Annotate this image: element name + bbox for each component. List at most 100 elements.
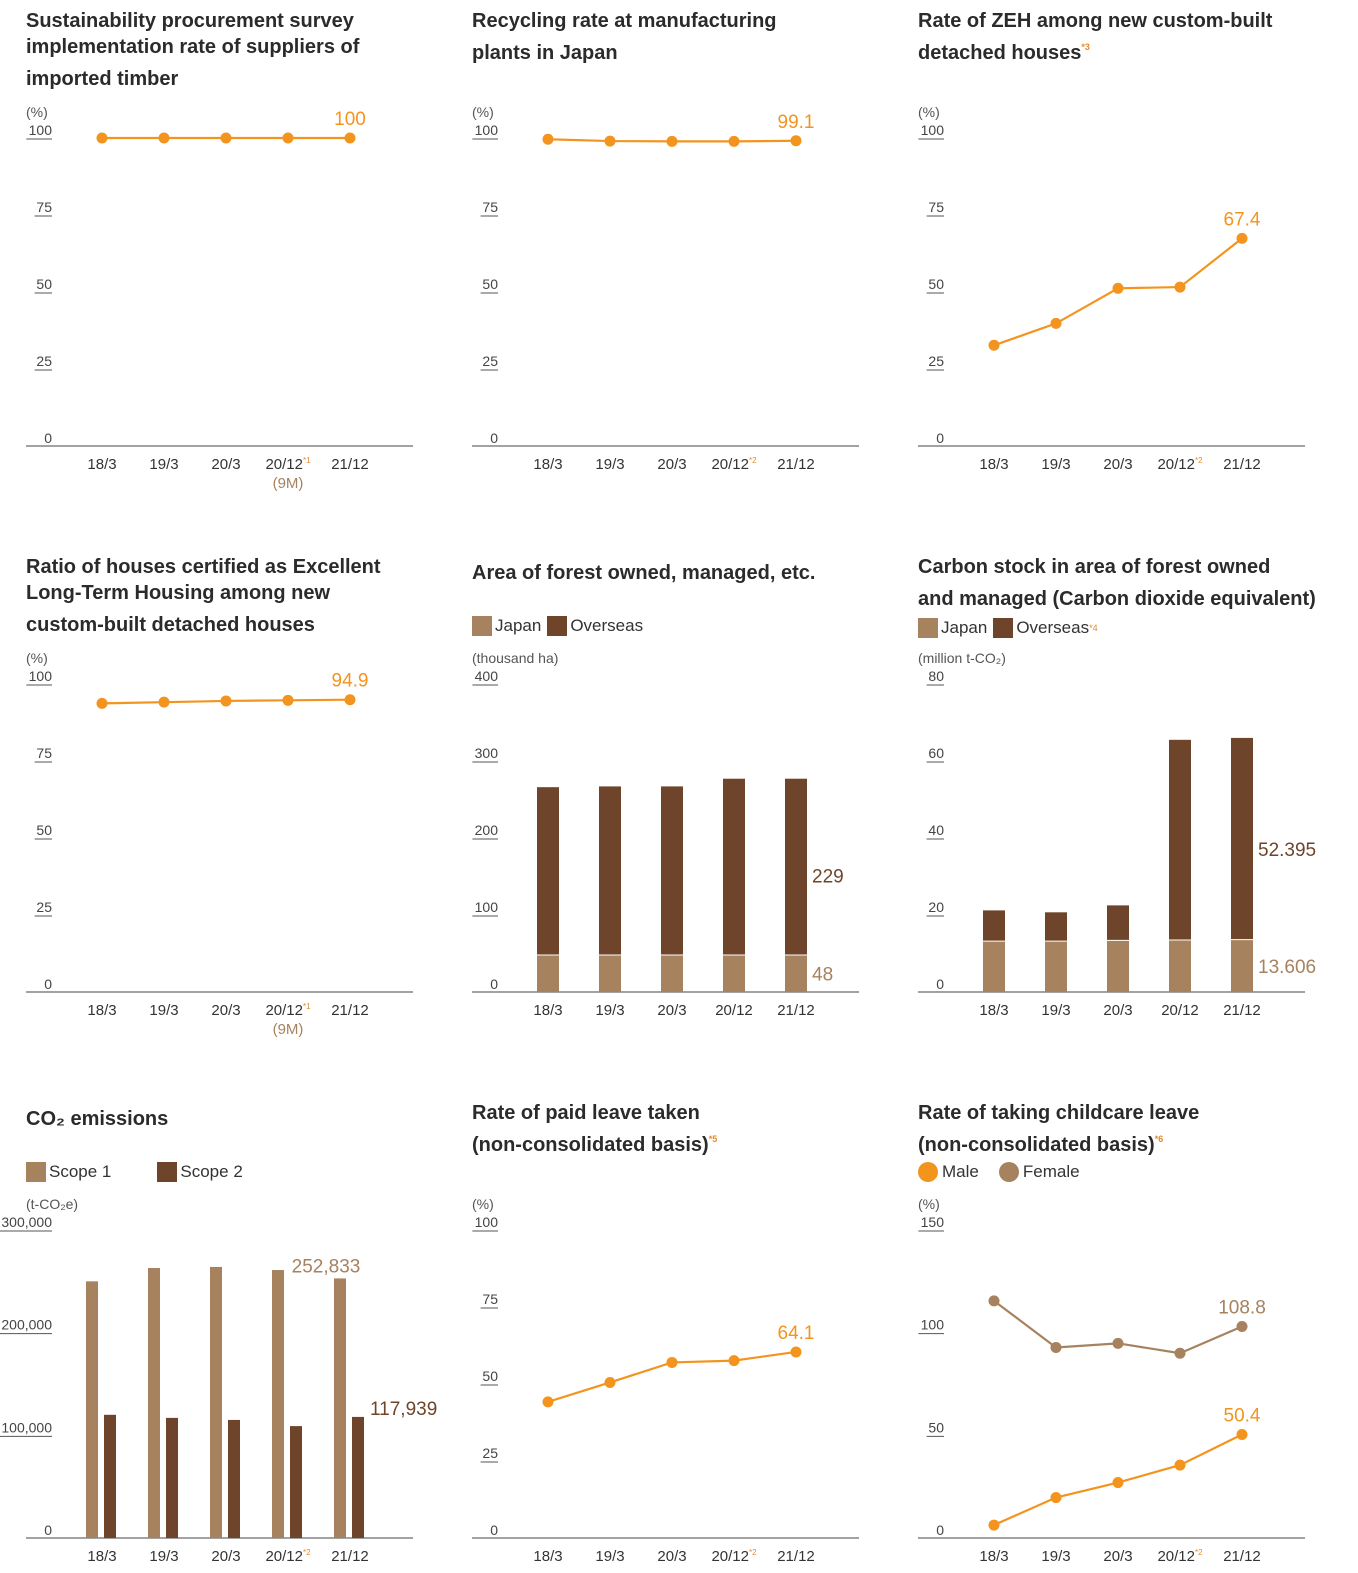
- data-point: [1112, 1477, 1124, 1489]
- unit-label: (t-CO₂e): [26, 1196, 79, 1212]
- data-label: 50.4: [1224, 1406, 1261, 1427]
- data-point: [542, 133, 554, 145]
- data-point: [1050, 1492, 1062, 1504]
- x-tick-label: 18/3: [979, 1002, 1008, 1019]
- x-tick-label: 20/3: [657, 456, 686, 473]
- chart-legend: Japan Overseas *4: [918, 618, 1098, 638]
- legend-swatch-japan: [472, 616, 492, 636]
- chart-title: Area of forest owned, managed, etc.: [472, 562, 816, 584]
- y-tick-label: 400: [475, 668, 499, 684]
- bar-overseas: [785, 778, 807, 956]
- y-tick-label: 200,000: [1, 1317, 52, 1333]
- y-tick-label: 100: [475, 899, 499, 915]
- x-tick-label: 19/3: [149, 456, 178, 473]
- bar-japan: [723, 955, 745, 992]
- y-tick-label: 60: [928, 745, 944, 761]
- x-tick-label: 21/12: [331, 1002, 369, 1019]
- data-point: [988, 339, 1000, 351]
- chart-svg: 0 20 40 60 80 18/3 19/3 20/3 20/12 21/12 52.395 13.…: [918, 668, 1316, 1019]
- bar-japan: [599, 955, 621, 992]
- y-tick-label: 50: [928, 276, 944, 292]
- x-tick-label: 18/3: [87, 1002, 116, 1019]
- x-tick-label: 21/12: [1223, 1548, 1261, 1565]
- y-tick-label: 100: [921, 122, 945, 138]
- chart-panel-c3: Rate of ZEH among new custom-built detac…: [918, 8, 1338, 508]
- x-tick-label: 21/12: [331, 1548, 369, 1565]
- y-tick-label: 50: [482, 276, 498, 292]
- x-tick-label: 20/12*2: [1157, 1548, 1203, 1565]
- y-tick-label: 0: [44, 1522, 52, 1538]
- x-tick-label: 21/12: [1223, 456, 1261, 473]
- chart-title: Ratio of houses certified as Excellent L…: [26, 556, 381, 636]
- bar-scope-2: [228, 1419, 240, 1538]
- data-point: [1050, 317, 1062, 329]
- bar-overseas: [599, 786, 621, 956]
- bar-japan: [661, 955, 683, 992]
- legend-label-japan: Japan: [495, 616, 542, 635]
- data-point: [604, 135, 616, 147]
- data-point: [542, 1396, 554, 1408]
- x-tick-sublabel: (9M): [273, 1021, 304, 1038]
- data-label: 229: [812, 867, 844, 888]
- chart-svg: 0 100,000 200,000 300,000 18/3 19/3 20/3 20/12*…: [0, 1214, 437, 1565]
- data-label: 100: [334, 109, 366, 130]
- y-tick-label: 100: [29, 668, 53, 684]
- legend-label-female: Female: [1022, 1162, 1080, 1181]
- data-point: [158, 696, 170, 708]
- data-label: 108.8: [1218, 1298, 1266, 1319]
- data-label: 13.606: [1258, 957, 1316, 978]
- y-tick-label: 25: [928, 353, 944, 369]
- chart-legend: Japan Overseas: [472, 616, 643, 636]
- data-point: [220, 695, 232, 707]
- bar-scope-1: [334, 1278, 346, 1538]
- legend-dot-male: [918, 1162, 938, 1182]
- x-tick-label: 21/12: [777, 1002, 815, 1019]
- x-tick-label: 19/3: [595, 1002, 624, 1019]
- unit-label: (%): [26, 650, 48, 666]
- x-tick-label: 21/12: [777, 1548, 815, 1565]
- y-tick-label: 75: [482, 199, 498, 215]
- data-point: [220, 132, 232, 144]
- data-point: [158, 132, 170, 144]
- data-point: [96, 697, 108, 709]
- chart-svg: 0 25 50 75 100 18/3 19/3 20/3 20/12*2 21/12 67.4: [918, 122, 1305, 473]
- chart-panel-c7: CO₂ emissions Scope 1 Scope 2 (t-CO₂e) 0…: [0, 1100, 446, 1573]
- bar-scope-2: [290, 1426, 302, 1538]
- y-tick-label: 75: [36, 745, 52, 761]
- x-tick-label: 21/12: [1223, 1002, 1261, 1019]
- legend-swatch-scope2: [157, 1162, 178, 1182]
- data-point: [1174, 1347, 1186, 1359]
- x-tick-label: 19/3: [1041, 1548, 1070, 1565]
- x-tick-label: 19/3: [595, 1548, 624, 1565]
- legend-label-overseas: Overseas: [570, 616, 644, 635]
- y-tick-label: 50: [482, 1368, 498, 1384]
- chart-panel-c2: Recycling rate at manufacturing plants i…: [472, 8, 872, 508]
- chart-svg: 0 25 50 75 100 18/3 19/3 20/3 20/12*2 21/12 64.1: [472, 1214, 859, 1565]
- data-point: [1174, 1459, 1186, 1471]
- x-tick-label: 20/3: [211, 456, 240, 473]
- data-point: [1050, 1341, 1062, 1353]
- legend-swatch-overseas: [993, 618, 1014, 638]
- data-point: [1236, 232, 1248, 244]
- y-tick-label: 25: [482, 1445, 498, 1461]
- bar-overseas: [1231, 737, 1253, 940]
- unit-label: (%): [472, 104, 494, 120]
- bar-japan: [983, 941, 1005, 992]
- x-tick-label: 20/12: [1161, 1002, 1199, 1019]
- data-label: 67.4: [1224, 209, 1261, 230]
- chart-panel-c4: Ratio of houses certified as Excellent L…: [26, 554, 426, 1054]
- chart-svg: 0 100 200 300 400 18/3 19/3 20/3 20/12 21/12 229 48: [472, 668, 859, 1019]
- x-tick-label: 18/3: [87, 1548, 116, 1565]
- y-tick-label: 100,000: [1, 1419, 52, 1435]
- legend-label-overseas: Overseas: [1016, 618, 1090, 637]
- y-tick-label: 25: [482, 353, 498, 369]
- legend-label-male: Male: [942, 1162, 979, 1181]
- data-point: [728, 1355, 740, 1367]
- x-tick-label: 20/12*1: [265, 456, 311, 473]
- bar-japan: [537, 955, 559, 992]
- y-tick-label: 50: [36, 822, 52, 838]
- y-tick-label: 0: [44, 430, 52, 446]
- data-label: 94.9: [332, 671, 369, 692]
- data-label: 52.395: [1258, 840, 1316, 861]
- y-tick-label: 200: [475, 822, 499, 838]
